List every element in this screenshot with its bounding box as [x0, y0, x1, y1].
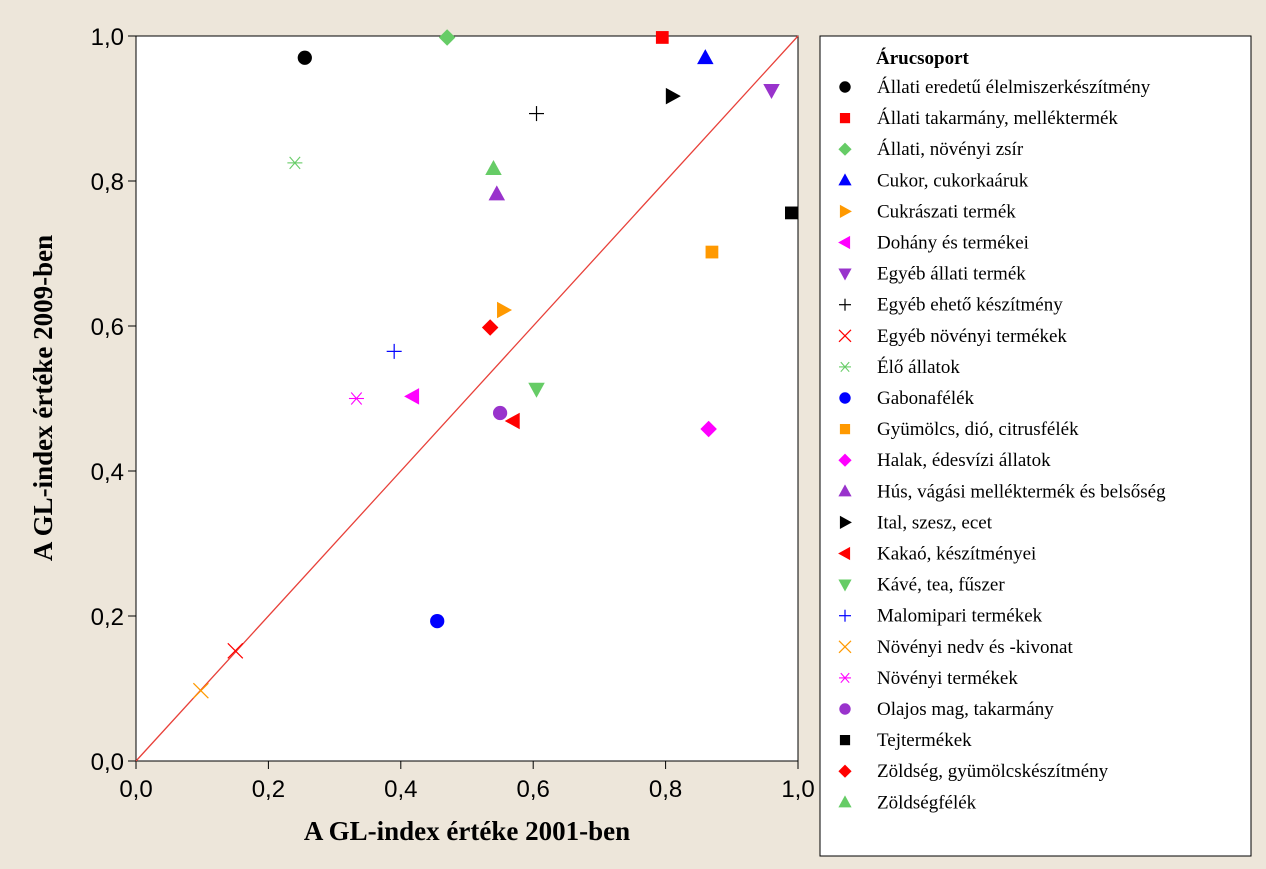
- legend: Állati eredetű élelmiszerkészítmény Állat…: [838, 76, 1166, 813]
- data-point: [430, 613, 445, 629]
- legend-marker: [839, 81, 851, 93]
- legend-title: Árucsoport: [876, 47, 970, 69]
- reference-line-group: [135, 35, 799, 762]
- legend-marker: [838, 546, 851, 561]
- legend-marker: [839, 609, 851, 622]
- legend-label: Ital, szesz, ecet: [877, 512, 993, 533]
- data-point: [665, 87, 681, 105]
- data-point: [492, 405, 508, 421]
- legend-marker: [839, 298, 851, 311]
- x-tick-label: 0,8: [649, 776, 682, 803]
- legend-label: Egyéb állati termék: [877, 264, 1026, 285]
- x-tick-label: 0,6: [517, 776, 550, 803]
- y-tick-label: 0,8: [91, 169, 124, 196]
- data-point: [697, 49, 714, 65]
- legend-marker: [839, 392, 851, 404]
- legend-label: Olajos mag, takarmány: [877, 699, 1054, 720]
- legend-marker: [838, 640, 852, 654]
- data-point: [705, 245, 719, 259]
- legend-marker: [838, 484, 852, 497]
- legend-marker: [838, 268, 852, 281]
- data-point: [404, 388, 420, 405]
- data-point: [785, 206, 798, 220]
- legend-label: Állati eredetű élelmiszerkészítmény: [877, 76, 1151, 98]
- legend-label: Cukor, cukorkaáruk: [877, 170, 1029, 191]
- legend-label: Gyümölcs, dió, citrusfélék: [877, 419, 1079, 440]
- x-tick-label: 1,0: [781, 776, 814, 803]
- data-point: [763, 84, 780, 99]
- data-point: [488, 185, 506, 201]
- legend-marker: [839, 672, 851, 684]
- y-tick-label: 0,6: [91, 314, 124, 341]
- legend-marker: [838, 453, 852, 467]
- legend-label: Cukrászati termék: [877, 201, 1016, 222]
- legend-marker: [839, 735, 851, 746]
- legend-label: Kakaó, készítményei: [877, 544, 1036, 565]
- data-point: [348, 392, 364, 405]
- legend-marker: [838, 173, 852, 186]
- data-point: [438, 29, 456, 46]
- data-point: [497, 301, 513, 319]
- y-tick-label: 1,0: [91, 24, 124, 51]
- legend-label: Malomipari termékek: [877, 606, 1043, 627]
- legend-marker: [839, 113, 851, 124]
- data-point: [655, 31, 669, 44]
- legend-label: Állati takarmány, melléktermék: [877, 107, 1118, 129]
- legend-label: Dohány és termékei: [877, 233, 1029, 254]
- legend-marker: [838, 329, 852, 343]
- data-point: [287, 156, 303, 170]
- legend-marker: [839, 515, 852, 529]
- data-point: [529, 106, 545, 122]
- legend-label: Növényi termékek: [877, 668, 1018, 689]
- legend-marker: [838, 579, 852, 592]
- legend-marker: [838, 142, 852, 156]
- legend-label: Gabonafélék: [877, 388, 975, 409]
- legend-label: Kávé, tea, fűszer: [877, 575, 1005, 596]
- data-point: [297, 50, 312, 65]
- legend-box: [819, 35, 1252, 857]
- legend-marker: [838, 764, 852, 778]
- data-points: [192, 29, 798, 699]
- data-point: [227, 642, 244, 659]
- legend-label: Élő állatok: [877, 356, 960, 378]
- legend-label: Zöldség, gyümölcskészítmény: [877, 761, 1109, 782]
- data-point: [485, 160, 502, 176]
- legend-marker: [839, 361, 851, 373]
- data-point: [528, 382, 545, 398]
- legend-label: Hús, vágási melléktermék és belsőség: [877, 481, 1166, 502]
- data-point: [504, 412, 520, 430]
- axis-ticks: 0,0 0,2 0,4 0,6 0,8 1,0 0,0 0,2 0,4 0,6 0,8 1,0: [91, 24, 815, 803]
- data-point: [192, 682, 209, 699]
- legend-label: Halak, édesvízi állatok: [877, 450, 1051, 471]
- legend-label: Tejtermékek: [877, 730, 972, 751]
- legend-marker: [839, 703, 851, 715]
- reference-line: [135, 35, 799, 762]
- legend-label: Növényi nedv és -kivonat: [877, 637, 1073, 658]
- y-tick-label: 0,4: [91, 459, 124, 486]
- legend-label: Egyéb növényi termékek: [877, 326, 1067, 347]
- y-tick-label: 0,0: [91, 749, 124, 776]
- legend-marker: [838, 235, 851, 250]
- legend-marker: [839, 424, 851, 435]
- data-point: [386, 343, 402, 359]
- legend-label: Állati, növényi zsír: [877, 138, 1024, 160]
- x-tick-label: 0,0: [119, 776, 152, 803]
- legend-marker: [839, 204, 852, 218]
- data-point: [700, 420, 717, 438]
- x-axis-title: A GL-index értéke 2001-ben: [304, 816, 630, 846]
- legend-label: Egyéb ehető készítmény: [877, 295, 1063, 316]
- y-tick-label: 0,2: [91, 604, 124, 631]
- legend-marker: [838, 795, 852, 808]
- x-tick-label: 0,4: [384, 776, 417, 803]
- x-tick-label: 0,2: [252, 776, 285, 803]
- y-axis-title: A GL-index értéke 2009-ben: [28, 235, 58, 561]
- legend-label: Zöldségfélék: [877, 792, 977, 813]
- data-point: [481, 319, 499, 336]
